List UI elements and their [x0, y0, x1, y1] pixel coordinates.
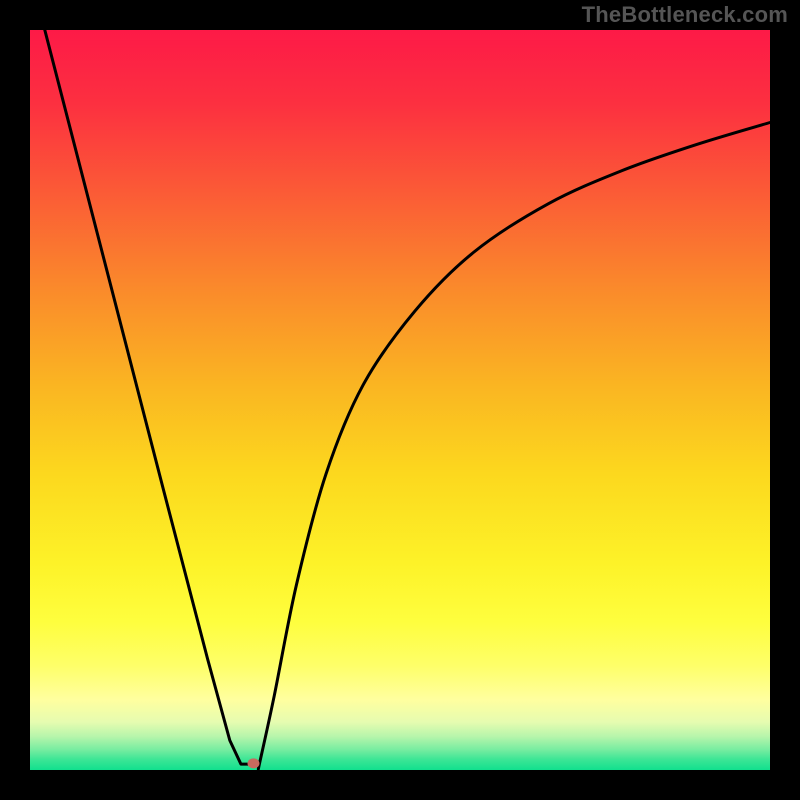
bottleneck-chart: [0, 0, 800, 800]
watermark-label: TheBottleneck.com: [582, 2, 788, 28]
optimal-point-marker: [247, 758, 259, 768]
chart-container: TheBottleneck.com: [0, 0, 800, 800]
